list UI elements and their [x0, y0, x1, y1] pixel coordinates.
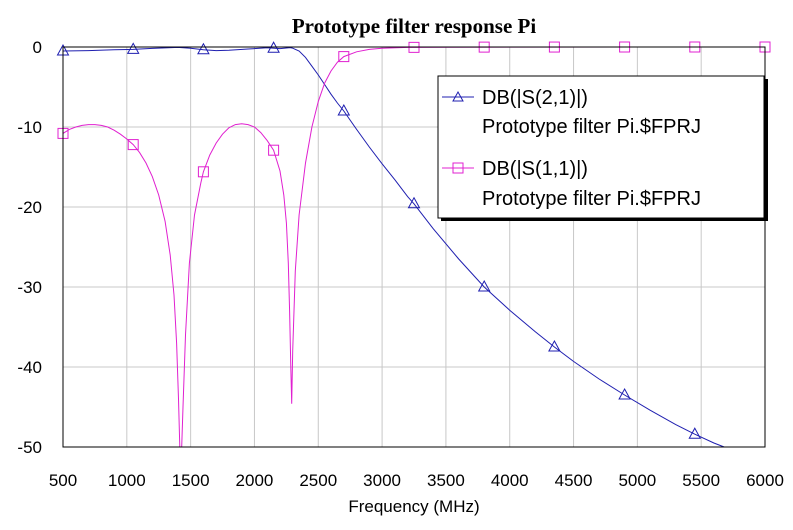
y-tick-label: -30: [17, 278, 42, 297]
x-tick-label: 3500: [427, 471, 465, 490]
data-point-s21: [548, 339, 561, 352]
x-tick-label: 4500: [555, 471, 593, 490]
x-tick-label: 5000: [618, 471, 656, 490]
x-tick-label: 6000: [746, 471, 784, 490]
data-point-s11: [338, 51, 350, 63]
legend-box: [437, 75, 765, 219]
data-point-s21: [197, 42, 210, 55]
data-point-s21: [688, 427, 702, 439]
x-tick-label: 1000: [108, 471, 146, 490]
data-point-s21: [126, 42, 140, 54]
x-tick-label: 2500: [299, 471, 337, 490]
legend-marker-s11: [452, 162, 464, 174]
y-tick-label: 0: [33, 38, 42, 57]
chart-title: Prototype filter response Pi: [292, 14, 537, 38]
data-point-s21: [477, 279, 491, 292]
tick-labels: 500 1000 1500 2000 2500 3000 3500 4000 4500 5000 5…: [17, 38, 783, 490]
x-axis-label: Frequency (MHz): [348, 497, 479, 516]
y-tick-label: -10: [17, 118, 42, 137]
legend-label-s11: DB(|S(1,1)|): [482, 158, 588, 180]
data-point-s21: [337, 103, 351, 116]
data-point-s11: [197, 166, 209, 178]
data-point-s21: [618, 387, 631, 400]
x-tick-label: 4000: [491, 471, 529, 490]
series-line-s21: [63, 46, 725, 448]
x-tick-label: 5500: [682, 471, 720, 490]
plot-frame: [62, 46, 766, 448]
legend-sublabel-s21: Prototype filter Pi.$FPRJ: [482, 116, 701, 138]
series-line-s11: [63, 46, 765, 448]
data-point-s11: [127, 139, 139, 151]
legend-label-s21: DB(|S(2,1)|): [482, 87, 588, 109]
x-tick-label: 1500: [172, 471, 210, 490]
y-tick-label: -40: [17, 358, 42, 377]
x-tick-label: 500: [49, 471, 77, 490]
legend-shadow-right: [764, 79, 768, 221]
x-tick-label: 3000: [363, 471, 401, 490]
legend: DB(|S(2,1)|) Prototype filter Pi.$FPRJ D…: [437, 75, 768, 221]
y-tick-label: -50: [17, 438, 42, 457]
y-tick-label: -20: [17, 198, 42, 217]
legend-marker-s21: [452, 90, 464, 102]
legend-shadow-bottom: [441, 218, 768, 221]
data-point-s11: [268, 144, 280, 156]
legend-sublabel-s11: Prototype filter Pi.$FPRJ: [482, 188, 701, 210]
x-tick-label: 2000: [236, 471, 274, 490]
data-point-s21: [407, 196, 421, 209]
